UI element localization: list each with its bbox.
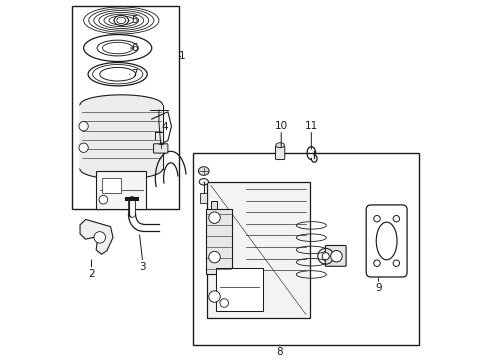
Circle shape	[374, 260, 380, 266]
Bar	[200, 193, 207, 203]
Ellipse shape	[93, 64, 143, 84]
FancyBboxPatch shape	[325, 246, 346, 266]
Circle shape	[331, 251, 342, 262]
Circle shape	[220, 299, 228, 307]
FancyBboxPatch shape	[366, 205, 407, 277]
Circle shape	[209, 212, 221, 224]
Circle shape	[209, 251, 221, 263]
Text: 9: 9	[375, 283, 382, 293]
Text: 7: 7	[132, 69, 138, 79]
Circle shape	[374, 216, 380, 222]
Circle shape	[79, 143, 88, 152]
Ellipse shape	[276, 143, 285, 148]
FancyBboxPatch shape	[153, 144, 168, 153]
Ellipse shape	[198, 167, 209, 175]
FancyBboxPatch shape	[275, 146, 285, 159]
Bar	[207, 182, 310, 318]
Circle shape	[209, 291, 221, 302]
Text: 8: 8	[276, 347, 282, 357]
Text: 11: 11	[305, 121, 318, 131]
Bar	[80, 105, 163, 169]
Ellipse shape	[80, 95, 163, 114]
Polygon shape	[80, 220, 113, 254]
Circle shape	[393, 216, 399, 222]
Bar	[216, 268, 263, 311]
Ellipse shape	[199, 179, 208, 185]
Text: 2: 2	[88, 269, 95, 279]
Text: 3: 3	[140, 262, 146, 272]
Text: 1: 1	[179, 51, 186, 61]
Bar	[72, 6, 179, 209]
Bar	[96, 171, 147, 209]
Ellipse shape	[376, 222, 397, 260]
Ellipse shape	[97, 40, 138, 56]
Circle shape	[99, 195, 108, 204]
Circle shape	[79, 122, 88, 131]
Text: 5: 5	[131, 15, 138, 26]
Bar	[211, 201, 218, 209]
Text: 10: 10	[275, 121, 288, 131]
Bar	[205, 209, 232, 274]
Ellipse shape	[114, 15, 128, 26]
Circle shape	[393, 260, 399, 266]
Circle shape	[322, 253, 329, 260]
Text: 4: 4	[161, 122, 168, 132]
Ellipse shape	[80, 159, 163, 179]
Bar	[101, 178, 122, 193]
Bar	[193, 153, 419, 345]
Circle shape	[94, 231, 105, 243]
Text: 6: 6	[132, 43, 138, 53]
Ellipse shape	[117, 17, 126, 24]
